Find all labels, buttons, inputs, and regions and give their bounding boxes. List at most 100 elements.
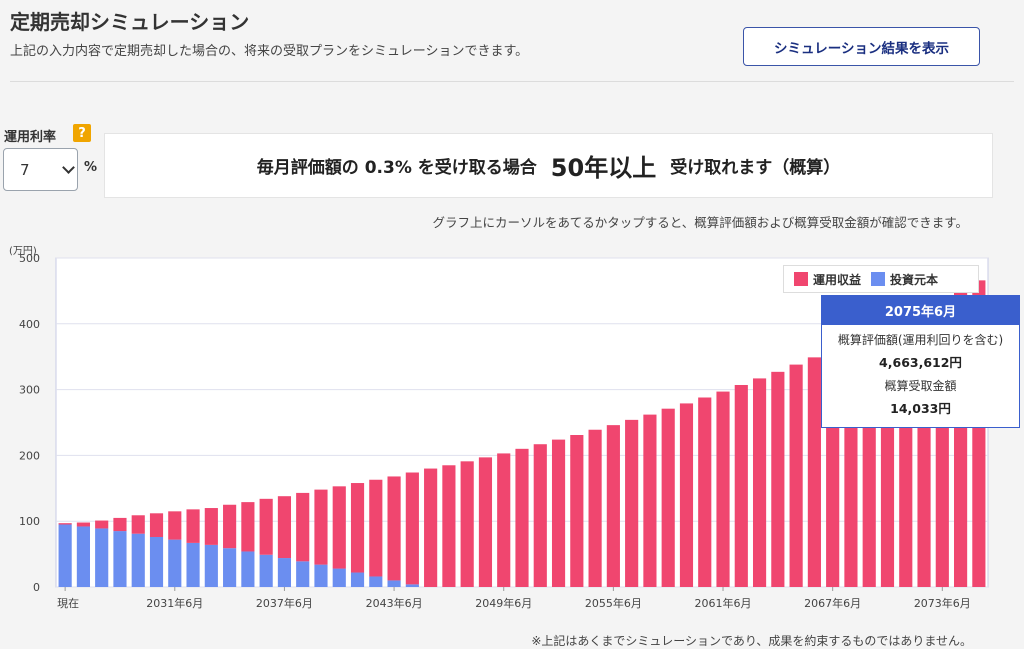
bar-profit[interactable] bbox=[807, 357, 821, 587]
bar-profit[interactable] bbox=[204, 508, 218, 545]
bar-profit[interactable] bbox=[442, 465, 456, 587]
bar-principal[interactable] bbox=[259, 554, 273, 587]
bar-profit[interactable] bbox=[186, 509, 200, 543]
bar-profit[interactable] bbox=[661, 408, 675, 587]
result-text-1: 毎月評価額の 0.3% を受け取る場合 bbox=[256, 158, 537, 178]
bar-profit[interactable] bbox=[606, 425, 620, 587]
tooltip-label-valuation: 概算評価額(運用利回りを含む) bbox=[837, 333, 1004, 347]
help-icon[interactable]: ? bbox=[73, 124, 91, 142]
bar-profit[interactable] bbox=[296, 492, 310, 562]
bar-profit[interactable] bbox=[497, 453, 511, 587]
bar-profit[interactable] bbox=[350, 483, 365, 573]
y-tick-label: 400 bbox=[19, 318, 40, 331]
bar-principal[interactable] bbox=[95, 528, 109, 587]
bar-profit[interactable] bbox=[387, 476, 401, 581]
bar-principal[interactable] bbox=[131, 533, 145, 587]
bar-principal[interactable] bbox=[369, 576, 383, 587]
y-tick-label: 0 bbox=[33, 581, 40, 594]
x-tick-label: 2073年6月 bbox=[914, 596, 971, 610]
bar-profit[interactable] bbox=[515, 448, 529, 587]
legend-item-principal[interactable]: 投資元本 bbox=[871, 271, 938, 288]
show-results-button[interactable]: シミュレーション結果を表示 bbox=[743, 27, 980, 66]
bar-principal[interactable] bbox=[350, 572, 365, 587]
bar-profit[interactable] bbox=[113, 517, 127, 532]
bar-profit[interactable] bbox=[277, 496, 292, 559]
legend-label-principal: 投資元本 bbox=[890, 272, 939, 287]
bar-principal[interactable] bbox=[58, 524, 72, 587]
bar-principal[interactable] bbox=[314, 564, 328, 587]
x-tick-label: 2049年6月 bbox=[475, 596, 532, 610]
bar-profit[interactable] bbox=[625, 419, 639, 587]
rate-select[interactable]: 7 bbox=[3, 148, 78, 191]
chart-hint: グラフ上にカーソルをあてるかタップすると、概算評価額および概算受取金額が確認でき… bbox=[432, 215, 968, 230]
bar-profit[interactable] bbox=[551, 439, 566, 587]
tooltip-value-payout: 14,033円 bbox=[890, 401, 951, 416]
bar-profit[interactable] bbox=[679, 403, 694, 587]
bar-profit[interactable] bbox=[698, 397, 712, 587]
bar-principal[interactable] bbox=[405, 584, 419, 587]
bar-profit[interactable] bbox=[168, 511, 182, 540]
bar-principal[interactable] bbox=[186, 542, 200, 587]
chart-tooltip: 2075年6月 概算評価額(運用利回りを含む) 4,663,612円 概算受取金… bbox=[821, 295, 1020, 428]
bar-profit[interactable] bbox=[149, 513, 164, 537]
y-tick-label: 100 bbox=[19, 515, 40, 528]
legend-swatch-profit bbox=[794, 272, 808, 286]
bar-profit[interactable] bbox=[771, 371, 785, 587]
bar-profit[interactable] bbox=[460, 461, 474, 587]
bar-profit[interactable] bbox=[223, 504, 237, 549]
result-highlight: 50年以上 bbox=[550, 154, 657, 182]
tooltip-value-valuation: 4,663,612円 bbox=[879, 355, 962, 370]
bar-profit[interactable] bbox=[259, 498, 273, 555]
bar-profit[interactable] bbox=[424, 468, 438, 587]
bar-profit[interactable] bbox=[734, 384, 748, 587]
bar-profit[interactable] bbox=[332, 486, 346, 569]
bar-profit[interactable] bbox=[588, 429, 602, 587]
bar-principal[interactable] bbox=[149, 536, 164, 587]
bar-profit[interactable] bbox=[533, 444, 547, 587]
bar-profit[interactable] bbox=[95, 520, 109, 529]
chevron-down-icon bbox=[62, 161, 75, 174]
bar-profit[interactable] bbox=[478, 457, 493, 587]
x-tick-label: 2055年6月 bbox=[585, 596, 642, 610]
bar-profit[interactable] bbox=[369, 479, 383, 577]
legend-item-profit[interactable]: 運用収益 bbox=[794, 271, 861, 288]
bar-profit[interactable] bbox=[131, 515, 145, 534]
y-tick-label: 200 bbox=[19, 449, 40, 462]
legend-swatch-principal bbox=[871, 272, 886, 286]
bar-profit[interactable] bbox=[58, 523, 72, 525]
rate-value: 7 bbox=[20, 160, 30, 179]
bar-principal[interactable] bbox=[296, 561, 310, 587]
bar-profit[interactable] bbox=[570, 435, 584, 587]
page-title: 定期売却シミュレーション bbox=[10, 10, 250, 34]
rate-unit: % bbox=[84, 160, 98, 175]
bar-principal[interactable] bbox=[76, 526, 90, 587]
legend-label-profit: 運用収益 bbox=[813, 272, 862, 287]
divider bbox=[10, 81, 1014, 82]
bar-profit[interactable] bbox=[405, 472, 419, 585]
tooltip-date: 2075年6月 bbox=[822, 296, 1019, 325]
bar-profit[interactable] bbox=[752, 378, 767, 587]
bar-principal[interactable] bbox=[387, 580, 401, 587]
bar-profit[interactable] bbox=[314, 489, 328, 565]
bar-principal[interactable] bbox=[204, 544, 218, 587]
bar-profit[interactable] bbox=[716, 391, 730, 587]
x-tick-label: 2067年6月 bbox=[804, 596, 861, 610]
bar-principal[interactable] bbox=[223, 548, 237, 587]
bar-profit[interactable] bbox=[789, 364, 803, 587]
bar-profit[interactable] bbox=[643, 414, 657, 587]
disclaimer: ※上記はあくまでシミュレーションであり、成果を約束するものではありません。 bbox=[531, 634, 972, 648]
bar-principal[interactable] bbox=[113, 531, 127, 587]
bar-principal[interactable] bbox=[168, 539, 182, 587]
bar-principal[interactable] bbox=[277, 558, 292, 587]
x-tick-label: 2043年6月 bbox=[366, 596, 423, 610]
page-subtitle: 上記の入力内容で定期売却した場合の、将来の受取プランをシミュレーションできます。 bbox=[10, 44, 529, 59]
bar-profit[interactable] bbox=[241, 502, 255, 552]
bar-principal[interactable] bbox=[332, 568, 346, 587]
result-summary: 毎月評価額の 0.3% を受け取る場合 50年以上 受け取れます（概算） bbox=[104, 133, 993, 198]
bar-principal[interactable] bbox=[241, 551, 255, 587]
bar-profit[interactable] bbox=[76, 522, 90, 527]
result-text-2: 受け取れます（概算） bbox=[670, 158, 841, 178]
x-tick-label: 2031年6月 bbox=[146, 596, 203, 610]
chart-unit-label: (万円) bbox=[9, 246, 37, 257]
x-tick-label: 2037年6月 bbox=[256, 596, 313, 610]
